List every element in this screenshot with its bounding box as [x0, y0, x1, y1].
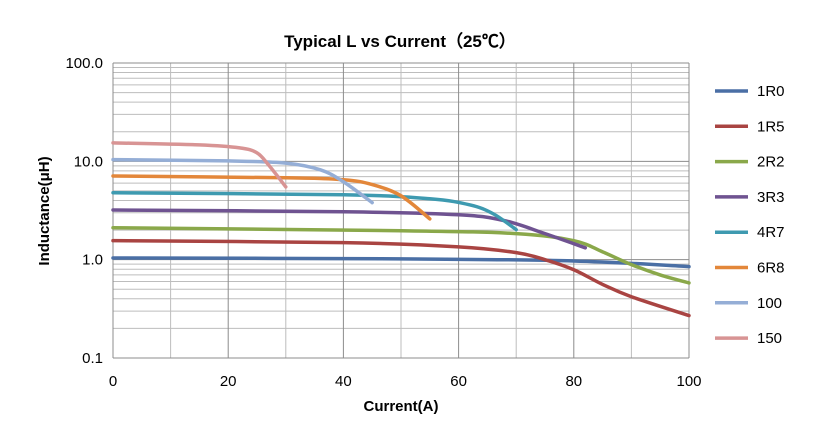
grid	[112, 62, 690, 359]
series-line-150	[111, 141, 288, 189]
y-tick-label: 100.0	[65, 55, 103, 72]
legend-label-150: 150	[757, 330, 782, 347]
y-tick-label: 10.0	[74, 153, 103, 170]
legend-label-3R3: 3R3	[757, 189, 785, 206]
legend-label-100: 100	[757, 295, 782, 312]
x-tick-label: 20	[220, 373, 237, 390]
legend: 1R0 1R5 2R2 3R3 4R7 6R8 100 150	[715, 83, 785, 347]
series-lines	[111, 141, 691, 318]
x-tick-label: 40	[335, 373, 352, 390]
y-tick-label: 0.1	[82, 350, 103, 367]
x-tick-label: 0	[109, 373, 117, 390]
y-axis-label: Inductance(μH)	[36, 156, 53, 265]
x-tick-label: 100	[676, 373, 701, 390]
series-line-6R8	[111, 174, 432, 221]
legend-label-4R7: 4R7	[757, 224, 785, 241]
x-tick-label: 80	[565, 373, 582, 390]
legend-label-1R0: 1R0	[757, 83, 785, 100]
series-line-3R3	[111, 208, 588, 250]
x-axis-label: Current(A)	[364, 398, 439, 415]
tick-labels: 0 20 40 60 80 100 0.1 1.0 10.0 100.0	[65, 55, 701, 390]
series-line-4R7	[111, 191, 518, 232]
legend-label-2R2: 2R2	[757, 154, 785, 171]
series-line-100	[111, 157, 374, 205]
x-tick-label: 60	[450, 373, 467, 390]
chart-title: Typical L vs Current（25℃）	[284, 31, 516, 51]
legend-label-1R5: 1R5	[757, 118, 785, 135]
y-tick-label: 1.0	[82, 252, 103, 269]
series-line-1R5	[111, 238, 691, 318]
legend-label-6R8: 6R8	[757, 260, 785, 277]
series-line-2R2	[111, 226, 691, 285]
